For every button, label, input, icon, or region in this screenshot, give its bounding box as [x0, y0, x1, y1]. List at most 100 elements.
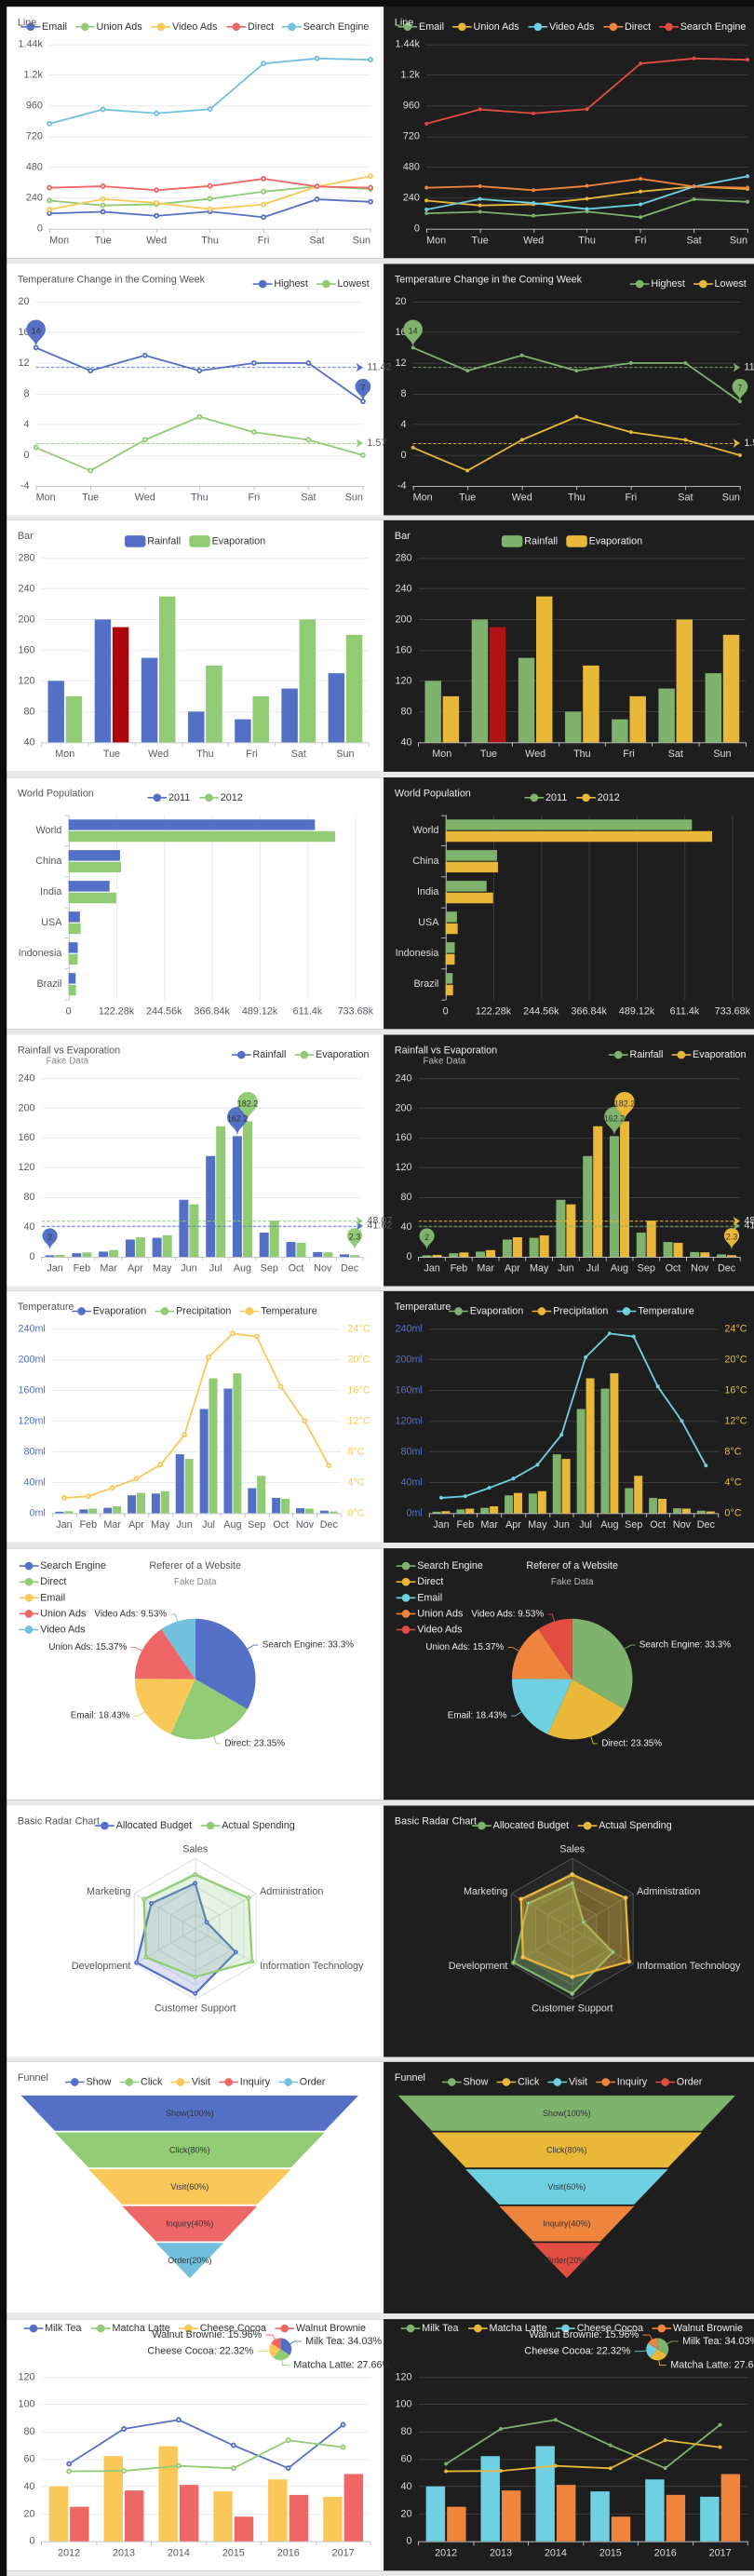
svg-text:World: World — [35, 825, 61, 836]
svg-text:Tue: Tue — [480, 749, 497, 760]
svg-text:0: 0 — [66, 1005, 72, 1017]
svg-text:1.44k: 1.44k — [19, 39, 44, 50]
svg-text:Jul: Jul — [586, 1262, 599, 1274]
svg-text:16°C: 16°C — [347, 1385, 370, 1396]
svg-text:8°C: 8°C — [347, 1447, 364, 1458]
svg-text:Order(20%): Order(20%) — [545, 2256, 588, 2265]
svg-text:Line: Line — [18, 17, 36, 28]
svg-text:Sep: Sep — [261, 1262, 278, 1274]
svg-text:240: 240 — [395, 1072, 411, 1084]
svg-text:4°C: 4°C — [724, 1477, 741, 1489]
svg-text:Aug: Aug — [600, 1519, 618, 1531]
svg-text:Allocated Budget: Allocated Budget — [116, 1820, 193, 1831]
svg-text:Funnel: Funnel — [395, 2072, 425, 2084]
svg-text:1.57: 1.57 — [744, 438, 754, 449]
svg-text:China: China — [412, 856, 438, 867]
svg-text:12: 12 — [18, 357, 29, 369]
svg-text:160ml: 160ml — [18, 1385, 45, 1396]
svg-text:Dec: Dec — [697, 1519, 716, 1531]
svg-text:41.62: 41.62 — [367, 1220, 392, 1231]
svg-text:80: 80 — [23, 2426, 34, 2437]
svg-text:0ml: 0ml — [29, 1508, 45, 1519]
svg-text:80: 80 — [400, 1192, 411, 1203]
svg-text:Jun: Jun — [181, 1262, 196, 1274]
svg-text:Nov: Nov — [691, 1262, 709, 1274]
svg-text:Email: Email — [417, 1592, 442, 1603]
svg-text:244.56k: 244.56k — [146, 1005, 182, 1017]
svg-text:World Population: World Population — [18, 788, 94, 799]
svg-text:Union Ads: Union Ads — [474, 21, 519, 33]
svg-text:Search Engine: 33.3%: Search Engine: 33.3% — [263, 1640, 354, 1651]
svg-text:2017: 2017 — [332, 2547, 355, 2558]
svg-text:Basic Radar Chart: Basic Radar Chart — [18, 1815, 100, 1827]
svg-text:Rainfall vs Evaporation: Rainfall vs Evaporation — [18, 1045, 120, 1056]
svg-text:Oct: Oct — [273, 1519, 289, 1531]
svg-text:Click(80%): Click(80%) — [546, 2146, 587, 2155]
svg-text:Fri: Fri — [623, 749, 635, 760]
svg-text:120: 120 — [18, 1162, 34, 1173]
svg-text:Wed: Wed — [512, 492, 532, 503]
svg-text:Thu: Thu — [578, 235, 596, 246]
svg-text:Sat: Sat — [291, 749, 306, 760]
svg-text:Milk Tea: Milk Tea — [45, 2323, 81, 2334]
svg-text:200: 200 — [18, 614, 34, 626]
svg-text:200: 200 — [18, 1102, 34, 1113]
svg-text:Fri: Fri — [635, 235, 647, 246]
svg-text:1.57: 1.57 — [367, 438, 386, 449]
svg-text:Temperature Change in the Comi: Temperature Change in the Coming Week — [395, 274, 583, 285]
svg-text:2013: 2013 — [490, 2547, 512, 2558]
svg-text:Feb: Feb — [80, 1519, 98, 1531]
svg-text:Temperature Change in the Comi: Temperature Change in the Coming Week — [18, 274, 206, 285]
svg-text:Fri: Fri — [626, 492, 638, 503]
svg-text:489.12k: 489.12k — [619, 1005, 655, 1017]
svg-text:720: 720 — [403, 131, 420, 142]
svg-text:0°C: 0°C — [724, 1508, 741, 1519]
svg-text:Fake Data: Fake Data — [47, 1056, 89, 1066]
svg-text:14: 14 — [32, 326, 41, 335]
svg-text:Sun: Sun — [713, 749, 731, 760]
svg-text:240: 240 — [26, 193, 43, 204]
svg-text:200ml: 200ml — [18, 1355, 45, 1366]
svg-text:Aug: Aug — [234, 1262, 251, 1274]
svg-text:Video Ads: Video Ads — [40, 1625, 85, 1636]
svg-text:Video Ads: Video Ads — [549, 21, 594, 33]
svg-text:1.2k: 1.2k — [24, 70, 44, 81]
svg-text:Actual Spending: Actual Spending — [599, 1820, 672, 1831]
svg-text:May: May — [530, 1262, 549, 1274]
svg-text:Video Ads: Video Ads — [172, 21, 217, 33]
svg-text:Rainfall: Rainfall — [524, 536, 558, 547]
svg-text:2014: 2014 — [168, 2547, 190, 2558]
svg-text:Mar: Mar — [103, 1519, 121, 1531]
svg-text:12°C: 12°C — [724, 1416, 747, 1427]
svg-text:USA: USA — [418, 917, 439, 928]
svg-text:280: 280 — [395, 553, 411, 564]
svg-text:Aug: Aug — [611, 1262, 628, 1274]
svg-text:Apr: Apr — [505, 1519, 521, 1531]
svg-text:Union Ads: 15.37%: Union Ads: 15.37% — [425, 1642, 504, 1652]
svg-text:India: India — [40, 886, 61, 897]
svg-text:12: 12 — [395, 357, 406, 369]
svg-text:20: 20 — [18, 296, 29, 307]
svg-text:Sun: Sun — [353, 235, 370, 246]
svg-text:80: 80 — [23, 1192, 34, 1203]
svg-text:4°C: 4°C — [347, 1477, 364, 1489]
svg-text:Referer of a Website: Referer of a Website — [149, 1560, 241, 1571]
svg-text:120: 120 — [395, 676, 411, 687]
svg-text:Rainfall: Rainfall — [147, 536, 181, 547]
svg-text:20: 20 — [400, 2508, 411, 2519]
svg-text:Jun: Jun — [558, 1262, 573, 1274]
svg-text:Highest: Highest — [651, 278, 685, 290]
svg-text:8: 8 — [23, 388, 29, 399]
svg-text:2011: 2011 — [168, 792, 190, 803]
svg-text:7: 7 — [360, 383, 365, 392]
svg-text:41.62: 41.62 — [744, 1220, 754, 1231]
svg-text:Walnut Brownie: Walnut Brownie — [673, 2323, 743, 2334]
svg-text:Apr: Apr — [128, 1519, 144, 1531]
svg-text:280: 280 — [18, 553, 34, 564]
svg-text:Matcha Latte: Matcha Latte — [112, 2323, 169, 2334]
svg-text:Inquiry(40%): Inquiry(40%) — [543, 2219, 590, 2229]
svg-text:Order: Order — [677, 2077, 703, 2088]
svg-text:Feb: Feb — [74, 1262, 91, 1274]
svg-text:733.68k: 733.68k — [715, 1005, 751, 1017]
svg-text:Visit: Visit — [569, 2077, 587, 2088]
